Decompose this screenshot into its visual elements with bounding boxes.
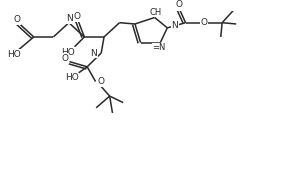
Text: HO: HO: [65, 74, 79, 82]
Text: O: O: [74, 12, 81, 21]
Text: =N: =N: [152, 43, 166, 52]
Text: O: O: [13, 15, 20, 24]
Text: N: N: [66, 14, 73, 23]
Text: N: N: [90, 48, 97, 58]
Text: O: O: [97, 77, 104, 86]
Text: N: N: [172, 21, 178, 30]
Text: O: O: [201, 18, 207, 27]
Text: O: O: [62, 54, 69, 63]
Text: CH: CH: [150, 8, 162, 17]
Text: HO: HO: [61, 48, 75, 56]
Text: HO: HO: [7, 50, 21, 59]
Text: O: O: [175, 0, 182, 9]
